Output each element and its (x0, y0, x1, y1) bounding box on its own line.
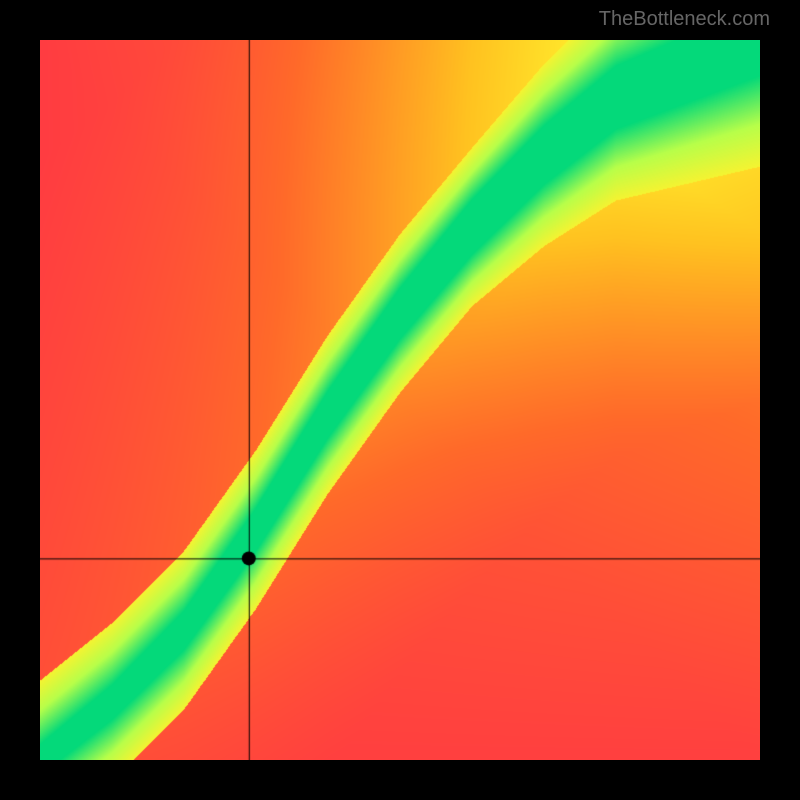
heatmap-plot (40, 40, 760, 760)
watermark-text: TheBottleneck.com (599, 8, 770, 31)
heatmap-canvas (40, 40, 760, 760)
